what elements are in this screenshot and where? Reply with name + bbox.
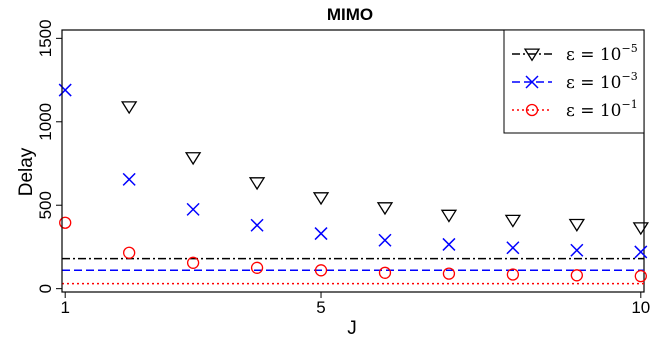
y-tick-label: 500 xyxy=(36,191,55,219)
point-s3-1 xyxy=(59,216,72,229)
point-s3-8 xyxy=(506,268,520,281)
point-s2-1 xyxy=(58,83,72,97)
point-s1-4 xyxy=(248,177,266,191)
data-marks xyxy=(58,83,649,283)
y-tick-label: 1500 xyxy=(36,19,55,57)
point-s1-3 xyxy=(184,152,202,166)
chart-title: MIMO xyxy=(327,5,373,24)
x-tick-label: 5 xyxy=(316,298,325,317)
point-s2-2 xyxy=(122,172,136,186)
point-s3-10 xyxy=(634,269,647,283)
legend-label: ε = 10−1 xyxy=(566,98,638,121)
point-s2-10 xyxy=(634,245,648,259)
x-axis: 1 5 10 xyxy=(60,291,650,317)
x-tick-label: 10 xyxy=(631,298,650,317)
point-s2-6 xyxy=(378,233,392,247)
point-s1-8 xyxy=(504,214,522,228)
point-s2-3 xyxy=(186,202,200,216)
legend-label: ε = 10−5 xyxy=(566,42,638,65)
x-axis-label: J xyxy=(347,318,357,339)
legend-label: ε = 10−3 xyxy=(566,70,638,93)
point-s1-5 xyxy=(312,192,330,206)
point-s2-7 xyxy=(442,237,456,251)
x-tick-label: 1 xyxy=(60,298,69,317)
point-s3-3 xyxy=(186,256,200,269)
legend: ε = 10−5 ε = 10−3 ε = 10−1 xyxy=(503,29,645,134)
y-tick-label: 0 xyxy=(36,284,55,293)
y-axis: 0 500 1000 1500 xyxy=(36,19,63,293)
legend-entry-3: ε = 10−1 xyxy=(512,98,638,121)
y-tick-label: 1000 xyxy=(36,103,55,141)
legend-marker xyxy=(525,103,539,117)
legend-marker xyxy=(525,75,539,89)
point-s3-5 xyxy=(314,264,328,277)
point-s1-9 xyxy=(568,218,586,232)
point-s3-6 xyxy=(378,266,392,279)
point-s2-8 xyxy=(506,241,520,255)
y-axis-label: Delay xyxy=(16,147,37,196)
point-s1-6 xyxy=(376,202,394,216)
reference-lines xyxy=(62,257,644,285)
legend-marker xyxy=(523,48,541,62)
point-s1-10 xyxy=(632,222,649,236)
point-s1-2 xyxy=(120,101,138,115)
point-s3-2 xyxy=(123,246,136,259)
point-s2-9 xyxy=(570,243,584,257)
legend-entry-1: ε = 10−5 xyxy=(512,42,638,65)
point-s2-4 xyxy=(250,218,264,232)
point-s3-4 xyxy=(250,261,264,274)
point-s2-5 xyxy=(314,227,328,241)
point-s3-9 xyxy=(570,269,583,282)
point-s1-7 xyxy=(440,209,458,223)
point-s3-7 xyxy=(442,267,456,280)
legend-entry-2: ε = 10−3 xyxy=(512,70,638,93)
